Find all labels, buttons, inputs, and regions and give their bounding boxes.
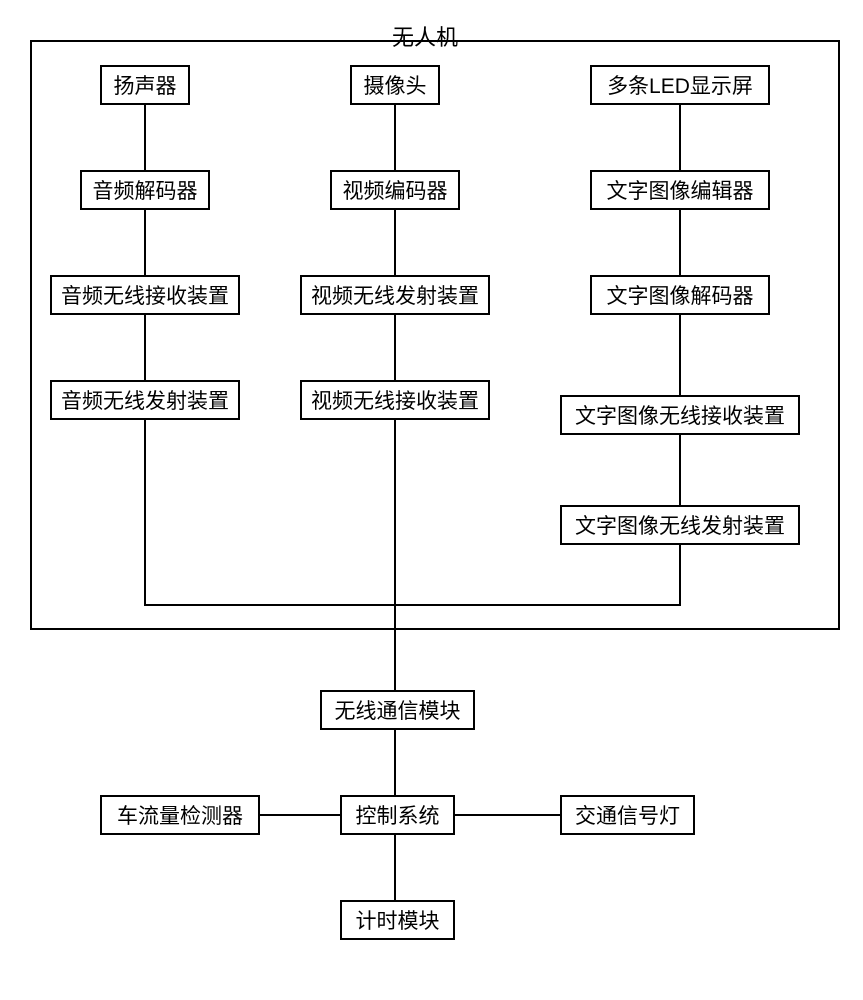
connector-v: [394, 315, 396, 380]
node-wifi: 无线通信模块: [320, 690, 475, 730]
node-camera: 摄像头: [350, 65, 440, 105]
connector-v: [679, 105, 681, 170]
connector-v: [394, 835, 396, 900]
connector-v: [679, 315, 681, 395]
connector-v: [394, 210, 396, 275]
connector-v: [394, 730, 396, 795]
node-signal: 交通信号灯: [560, 795, 695, 835]
connector-v: [679, 545, 681, 605]
node-flow_det: 车流量检测器: [100, 795, 260, 835]
connector-v: [144, 210, 146, 275]
connector-v: [394, 105, 396, 170]
node-video_tx: 视频无线发射装置: [300, 275, 490, 315]
connector-v: [394, 605, 396, 690]
connector-v: [679, 435, 681, 505]
node-timer: 计时模块: [340, 900, 455, 940]
connector-v: [394, 420, 396, 605]
node-speaker: 扬声器: [100, 65, 190, 105]
node-text_editor: 文字图像编辑器: [590, 170, 770, 210]
connector-h: [260, 814, 340, 816]
connector-v: [144, 315, 146, 380]
node-audio_dec: 音频解码器: [80, 170, 210, 210]
connector-v: [679, 210, 681, 275]
node-text_rx: 文字图像无线接收装置: [560, 395, 800, 435]
node-video_rx: 视频无线接收装置: [300, 380, 490, 420]
connector-h: [455, 814, 560, 816]
connector-h: [144, 604, 681, 606]
node-ctrl: 控制系统: [340, 795, 455, 835]
node-text_dec: 文字图像解码器: [590, 275, 770, 315]
connector-v: [144, 105, 146, 170]
node-audio_rx: 音频无线接收装置: [50, 275, 240, 315]
node-video_enc: 视频编码器: [330, 170, 460, 210]
diagram-title: 无人机: [392, 20, 458, 52]
node-text_tx: 文字图像无线发射装置: [560, 505, 800, 545]
connector-v: [144, 420, 146, 605]
node-led: 多条LED显示屏: [590, 65, 770, 105]
node-audio_tx: 音频无线发射装置: [50, 380, 240, 420]
